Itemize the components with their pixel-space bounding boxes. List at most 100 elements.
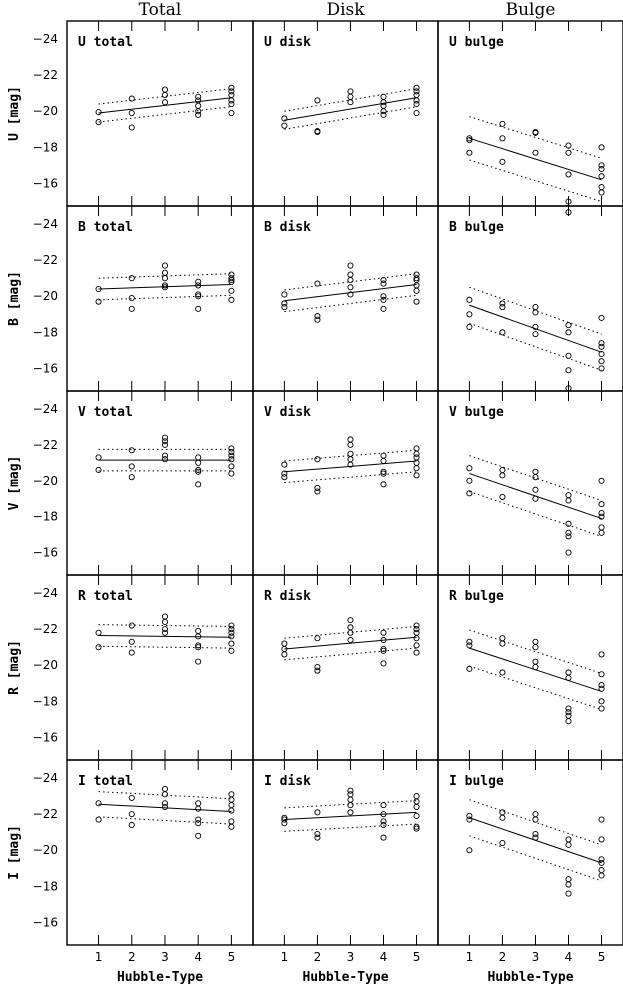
data-point (347, 791, 354, 798)
data-point (161, 262, 169, 269)
y-tick-label: −24 (33, 771, 58, 785)
data-point (195, 832, 202, 839)
data-point (195, 102, 202, 109)
data-point (161, 452, 169, 459)
data-point (347, 441, 354, 448)
y-tick-label: −22 (33, 68, 58, 82)
y-tick-label: −16 (33, 730, 58, 744)
data-point (466, 812, 473, 820)
panel-label: R disk (264, 589, 311, 604)
data-point (195, 658, 202, 665)
data-point (380, 645, 387, 653)
y-tick-label: −24 (33, 586, 58, 600)
data-point (499, 329, 506, 336)
data-point (161, 441, 169, 448)
data-point (499, 472, 506, 479)
data-point (281, 122, 288, 129)
fit-lower-bound (284, 471, 417, 484)
x-tick-label: 4 (380, 950, 388, 964)
y-axis-label-text: I [mag] (7, 825, 22, 880)
panel-V-0: V total (66, 390, 254, 576)
data-point (598, 705, 605, 712)
data-point (466, 477, 473, 484)
data-point (228, 640, 235, 647)
data-point (347, 99, 354, 106)
data-point (195, 278, 202, 285)
data-point (413, 282, 420, 289)
data-point (128, 474, 135, 481)
data-point (413, 275, 420, 282)
data-point (598, 524, 605, 531)
data-point (413, 459, 420, 466)
y-axis-label-text: B [mag] (7, 271, 22, 326)
data-point (228, 100, 235, 108)
data-point (228, 296, 235, 303)
fit-lower-bound (284, 823, 417, 832)
column-title: Total (139, 0, 182, 20)
data-point (347, 787, 354, 794)
data-point (380, 452, 387, 459)
data-point (598, 867, 605, 874)
data-point (598, 501, 605, 508)
data-point (161, 434, 169, 441)
data-point (314, 128, 321, 136)
data-point (598, 144, 605, 151)
data-point (161, 99, 169, 106)
panel-label: R total (78, 589, 133, 604)
panel-V-1: V disk (252, 390, 439, 576)
data-point (565, 492, 572, 499)
fit-line (98, 284, 232, 290)
data-point (347, 461, 354, 468)
data-point (413, 91, 420, 99)
data-point (413, 109, 420, 117)
data-point (499, 466, 506, 474)
panel-R-2: R bulge (437, 574, 623, 761)
data-point (228, 278, 235, 285)
fit-lower-bound (98, 294, 232, 301)
panel-label: B bulge (449, 220, 504, 235)
data-point (380, 280, 387, 287)
x-tick-label: 5 (413, 950, 421, 964)
data-point (347, 636, 354, 644)
data-point (413, 84, 420, 91)
data-point (228, 91, 235, 99)
panel-label: U total (78, 35, 133, 50)
data-point (380, 111, 387, 118)
data-point (413, 445, 420, 452)
data-point (314, 313, 321, 320)
data-point (195, 466, 202, 474)
panel-label: V bulge (449, 405, 504, 420)
data-point (228, 802, 235, 809)
data-point (95, 644, 102, 651)
panel-B-2: B bulge (437, 205, 623, 392)
data-point (565, 497, 572, 504)
data-point (532, 331, 539, 338)
data-point (413, 629, 420, 636)
data-point (228, 622, 235, 629)
x-axis-label: Hubble-Type (302, 970, 388, 985)
y-axis-label-text: U [mag] (7, 86, 22, 141)
data-point (532, 811, 539, 818)
fit-lower-bound (469, 322, 602, 371)
x-tick-label: 4 (565, 950, 573, 964)
data-point (499, 809, 506, 816)
data-point (228, 84, 235, 91)
data-point (466, 149, 473, 156)
y-tick-label: −22 (33, 438, 58, 452)
y-axis-label: R [mag] (7, 640, 22, 695)
x-tick-label: 5 (598, 950, 606, 964)
fit-lower-bound (284, 647, 417, 661)
data-point (532, 309, 539, 316)
fit-lower-bound (469, 159, 602, 202)
data-point (161, 613, 169, 620)
data-point (195, 800, 202, 807)
data-point (281, 470, 288, 477)
data-point (195, 454, 202, 461)
panel-R-1: R disk (252, 574, 439, 761)
data-point (195, 108, 202, 115)
data-point (413, 287, 420, 294)
data-point (161, 626, 169, 633)
data-point (532, 486, 539, 493)
data-point (380, 481, 387, 488)
data-point (195, 820, 202, 827)
